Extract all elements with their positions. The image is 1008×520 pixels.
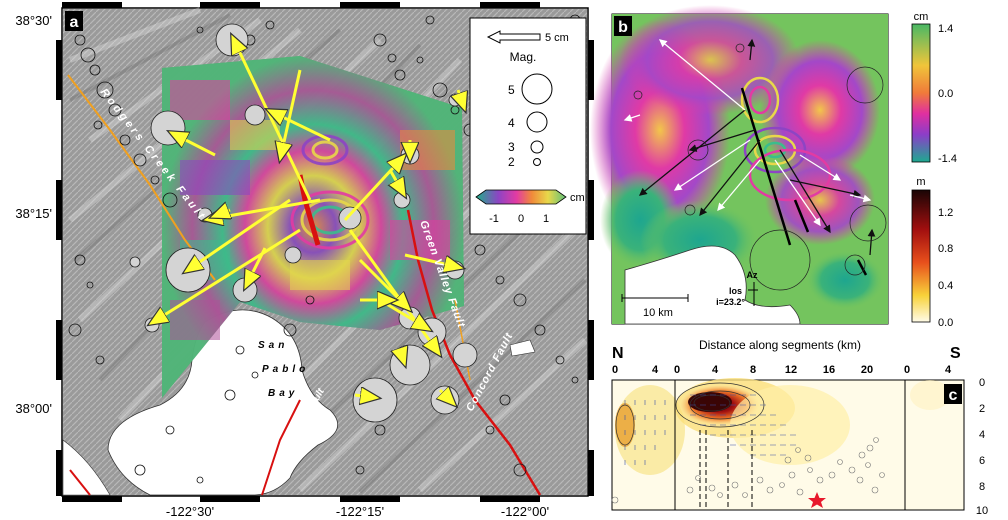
colorbar-a-tick-2: 0 [518, 213, 524, 225]
bay-b [624, 245, 801, 325]
fault-model-traces [740, 87, 868, 276]
colorbar-m-tick-3: 0.4 [938, 280, 953, 292]
rake-vectors [624, 394, 796, 465]
colorbar-m [911, 189, 931, 323]
colorbar-m-tick-1: 1.2 [938, 207, 953, 219]
north-label: N [612, 345, 624, 362]
aftershocks [611, 437, 885, 504]
depth-ticks: 0 2 4 6 8 10 [976, 377, 988, 517]
scale-bar-label: 10 km [643, 307, 673, 319]
incidence-label: i=23.2° [716, 297, 745, 307]
lat-label-2: 38°15' [15, 206, 52, 221]
lat-label-1: 38°30' [15, 13, 52, 28]
colorbar-a-tick-3: 1 [543, 213, 549, 225]
vector-scale-label: 5 cm [545, 32, 569, 44]
panel-b-label: b [618, 19, 628, 36]
hypocenter-star-icon [808, 492, 826, 508]
lon-label-3: -122°00' [501, 504, 549, 519]
panel-b: 10 km Az los i=23.2° b cm 1.4 0.0 -1.4 m… [590, 5, 957, 329]
x-tick-0c: 0 [904, 364, 910, 376]
colorbar-a [475, 189, 567, 205]
depth-tick-4: 4 [979, 429, 985, 441]
bay-label-2: Pablo [262, 364, 309, 375]
island [509, 339, 536, 357]
panel-b-label-box [614, 16, 632, 36]
colorbar-cm-unit: cm [914, 11, 929, 23]
depth-tick-2: 2 [979, 403, 985, 415]
x-ticks-top: 0 4 0 4 8 12 16 20 0 4 [612, 364, 952, 376]
colorbar-a-tick-1: -1 [489, 213, 499, 225]
x-tick-20: 20 [861, 364, 873, 376]
lat-label-3: 38°00' [15, 401, 52, 416]
bay-label-1: San [258, 340, 288, 351]
panel-c-label: c [949, 387, 958, 404]
depth-tick-8: 8 [979, 481, 985, 493]
model-vectors-black [638, 38, 876, 256]
mag-title: Mag. [510, 50, 537, 64]
depth-tick-0: 0 [979, 377, 985, 389]
los-label: los [729, 286, 742, 296]
panel-c: Distance along segments (km) N S [611, 338, 988, 517]
depth-tick-10: 10 [976, 505, 988, 517]
gps-vectors [150, 36, 465, 405]
colorbar-cm [911, 23, 931, 163]
mag-2: 2 [508, 155, 515, 169]
segment-boundaries [674, 380, 906, 510]
san-pablo-bay [107, 309, 339, 496]
x-tick-12: 12 [785, 364, 797, 376]
colorbar-m-tick-2: 0.8 [938, 243, 953, 255]
panel-c-x-title: Distance along segments (km) [699, 338, 861, 352]
model-interferogram [590, 5, 888, 324]
colorbar-m-tick-4: 0.0 [938, 317, 953, 329]
lon-label-1: -122°30' [166, 504, 214, 519]
panel-a-label: a [70, 14, 79, 31]
colorbar-cm-tick-3: -1.4 [938, 153, 957, 165]
x-tick-8: 8 [750, 364, 756, 376]
x-tick-0a: 0 [612, 364, 618, 376]
x-tick-4b: 4 [712, 364, 719, 376]
vector-scale-arrow [486, 30, 541, 44]
mag-5: 5 [508, 83, 515, 97]
bay-west-shore [62, 439, 111, 496]
bay-label-3: Bay [268, 388, 298, 399]
mag-4: 4 [508, 116, 515, 130]
az-label: Az [747, 270, 758, 280]
x-tick-4a: 4 [652, 364, 659, 376]
x-tick-4c: 4 [945, 364, 952, 376]
model-vectors-white [623, 39, 872, 227]
lon-label-2: -122°15' [336, 504, 384, 519]
x-tick-16: 16 [823, 364, 835, 376]
colorbar-m-unit: m [916, 176, 925, 188]
south-label: S [950, 345, 961, 362]
legend-a: 5 cm Mag. 5 4 3 2 cm -1 0 1 [469, 17, 587, 235]
panel-a: a Rodgers Creek Fault Green Valley Fault… [15, 2, 594, 519]
colorbar-cm-tick-1: 1.4 [938, 23, 953, 35]
model-circles [633, 43, 887, 291]
depth-tick-6: 6 [979, 455, 985, 467]
x-tick-0b: 0 [674, 364, 680, 376]
frame-ticks-a [56, 2, 594, 502]
panel-c-label-box [944, 384, 962, 404]
mag-3: 3 [508, 140, 515, 154]
colorbar-a-unit: cm [570, 192, 585, 204]
panel-a-label-box [65, 11, 83, 31]
colorbar-cm-tick-2: 0.0 [938, 88, 953, 100]
